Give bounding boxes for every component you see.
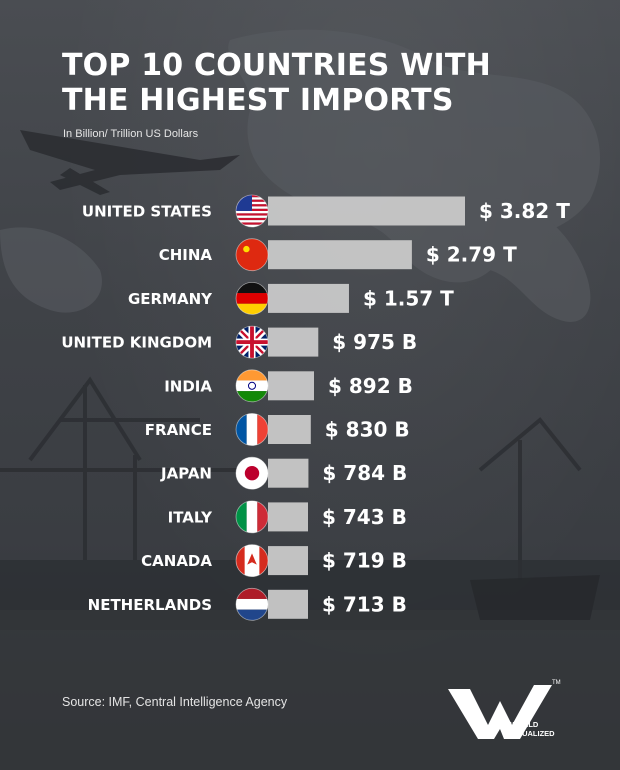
nl-flag-icon bbox=[235, 587, 269, 621]
chart-title: TOP 10 COUNTRIES WITH THE HIGHEST IMPORT… bbox=[62, 48, 491, 118]
category-label: INDIA bbox=[164, 377, 212, 395]
in-flag-icon bbox=[235, 369, 269, 403]
value-label: $ 713 B bbox=[322, 592, 407, 616]
value-label: $ 830 B bbox=[325, 418, 410, 442]
category-label: UNITED STATES bbox=[82, 203, 212, 221]
category-label: CANADA bbox=[141, 552, 212, 570]
value-label: $ 975 B bbox=[332, 330, 417, 354]
category-label: JAPAN bbox=[160, 465, 212, 483]
source-note: Source: IMF, Central Intelligence Agency bbox=[62, 695, 288, 709]
bar bbox=[268, 327, 319, 357]
bar bbox=[268, 458, 309, 488]
category-label: ITALY bbox=[168, 508, 213, 526]
category-label: FRANCE bbox=[145, 421, 212, 439]
value-label: $ 743 B bbox=[322, 505, 407, 529]
category-label: GERMANY bbox=[128, 290, 213, 308]
de-flag-icon bbox=[235, 281, 269, 315]
world-visualized-logo-icon bbox=[448, 685, 552, 739]
cn-flag-icon bbox=[235, 238, 269, 272]
value-label: $ 784 B bbox=[322, 461, 407, 485]
bar bbox=[268, 546, 308, 576]
fr-flag-icon bbox=[235, 413, 269, 446]
bar bbox=[268, 502, 308, 532]
value-label: $ 3.82 T bbox=[479, 199, 570, 223]
bar bbox=[268, 589, 308, 619]
category-label: NETHERLANDS bbox=[88, 596, 212, 614]
brand-trademark: TM bbox=[552, 680, 561, 686]
it-flag-icon bbox=[235, 500, 269, 534]
gb-flag-icon bbox=[235, 325, 269, 359]
value-label: $ 892 B bbox=[328, 374, 413, 398]
brand-line-2: VISUALIZED bbox=[510, 729, 555, 738]
brand-name: WORLD VISUALIZED bbox=[510, 720, 580, 738]
title-line-1: TOP 10 COUNTRIES WITH bbox=[62, 48, 491, 83]
value-label: $ 719 B bbox=[322, 549, 407, 573]
brand-line-1: WORLD bbox=[510, 720, 539, 729]
bar bbox=[268, 283, 349, 313]
jp-flag-icon bbox=[235, 456, 269, 490]
chart-subtitle: In Billion/ Trillion US Dollars bbox=[63, 128, 199, 140]
ca-flag-icon bbox=[235, 544, 269, 577]
value-label: $ 1.57 T bbox=[363, 286, 454, 310]
bar bbox=[268, 240, 412, 270]
bar bbox=[268, 196, 465, 226]
us-flag-icon bbox=[235, 194, 269, 228]
value-label: $ 2.79 T bbox=[426, 243, 517, 267]
category-label: UNITED KINGDOM bbox=[61, 334, 212, 352]
bar bbox=[268, 415, 311, 444]
bar bbox=[268, 371, 315, 401]
category-label: CHINA bbox=[159, 246, 213, 264]
title-line-2: THE HIGHEST IMPORTS bbox=[62, 83, 454, 118]
